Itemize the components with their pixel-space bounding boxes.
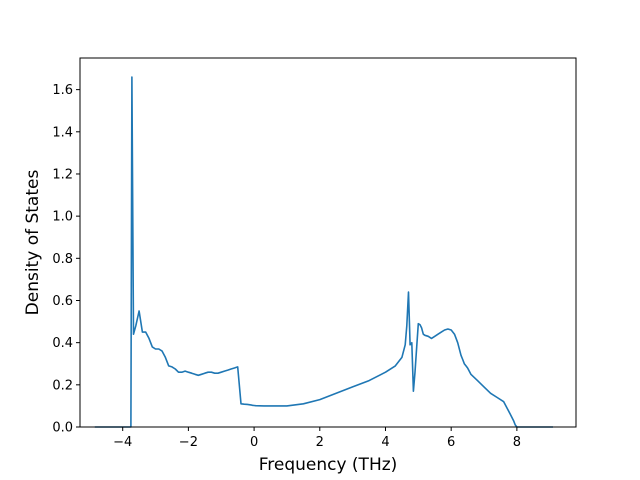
x-tick-label: 8	[513, 435, 521, 450]
y-tick-label: 0.2	[52, 378, 73, 393]
dos-series-line	[94, 76, 553, 428]
y-tick-label: 1.4	[52, 125, 73, 140]
y-axis: 0.0 0.2 0.4 0.6 0.8 1.0 1.2 1.4 1.6	[52, 83, 80, 436]
x-tick-label: 4	[381, 435, 389, 450]
x-axis: −4 −2 0 2 4 6 8	[113, 427, 521, 450]
x-tick-label: −2	[179, 435, 198, 450]
y-tick-label: 0.4	[52, 336, 73, 351]
y-tick-label: 1.0	[52, 210, 73, 225]
y-tick-label: 1.2	[52, 167, 73, 182]
x-tick-label: 0	[250, 435, 258, 450]
x-axis-title: Frequency (THz)	[259, 455, 398, 475]
x-tick-label: 2	[316, 435, 324, 450]
y-axis-title: Density of States	[23, 170, 43, 316]
x-tick-label: −4	[113, 435, 132, 450]
plot-background	[80, 58, 576, 427]
plot-frame	[79, 57, 577, 428]
y-tick-label: 1.6	[52, 83, 73, 98]
x-tick-label: 6	[447, 435, 455, 450]
y-tick-label: 0.8	[52, 252, 73, 267]
y-tick-label: 0.6	[52, 294, 73, 309]
y-tick-label: 0.0	[52, 421, 73, 436]
series-layer	[94, 76, 553, 428]
